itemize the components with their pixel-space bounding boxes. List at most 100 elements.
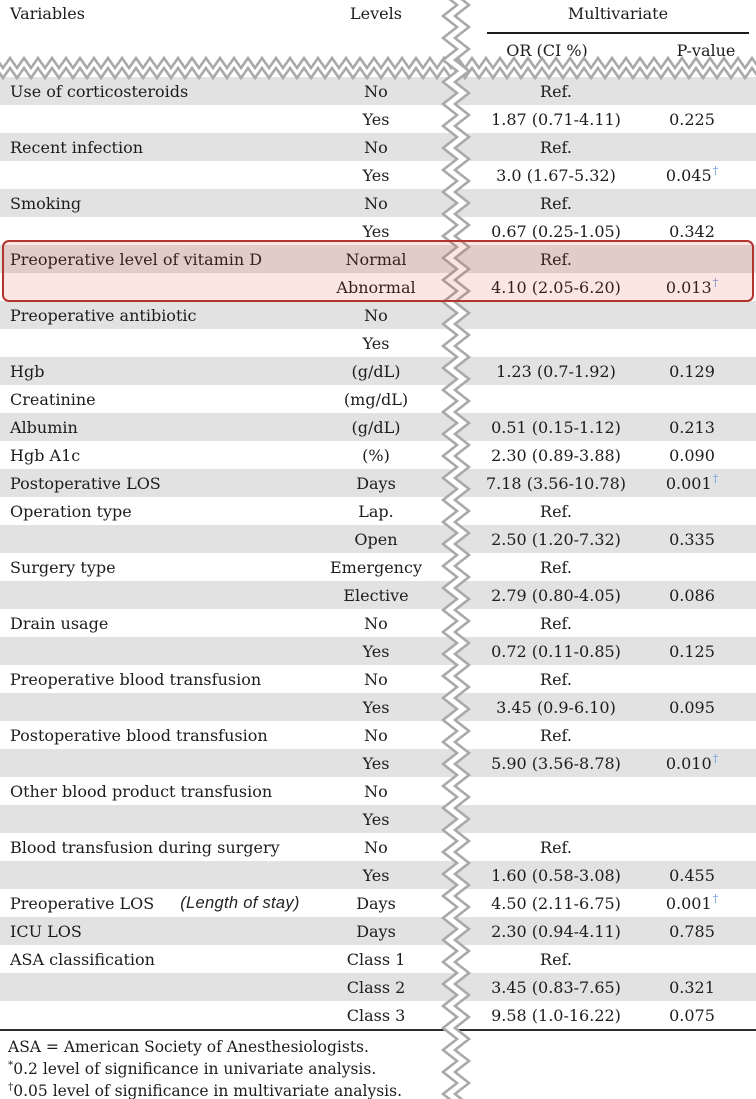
variable-cell: Blood transfusion during surgery [10,837,280,857]
table-row: Other blood product transfusion No [0,777,756,805]
table-row: Yes 1.60 (0.58-3.08) 0.455 [0,861,756,889]
level-cell: Lap. [358,501,394,521]
highlight-annotation-box [2,240,754,302]
or-ci-cell: Ref. [540,249,572,269]
level-cell: No [364,613,388,633]
or-ci-cell: 1.23 (0.7-1.92) [496,361,616,381]
variable-cell: Preoperative LOS (Length of stay) [10,893,300,913]
table-row: ICU LOS Days 2.30 (0.94-4.11) 0.785 [0,917,756,945]
header-levels: Levels [350,4,402,23]
p-value-cell: 0.125 [669,641,715,661]
table-row: Yes [0,329,756,357]
table-row: Hgb (g/dL) 1.23 (0.7-1.92) 0.129 [0,357,756,385]
table-row: Yes 5.90 (3.56-8.78) 0.010† [0,749,756,777]
footnotes: ASA = American Society of Anesthesiologi… [8,1036,528,1099]
variable-cell: Smoking [10,193,82,213]
level-cell: Emergency [330,557,422,577]
level-cell: Days [356,921,396,941]
significance-dagger: † [712,472,719,486]
multivariate-underline [487,32,749,34]
table-row: Yes [0,805,756,833]
level-cell: Elective [343,585,409,605]
or-ci-cell: 5.90 (3.56-8.78) [491,753,621,773]
table-row: Preoperative LOS (Length of stay) Days 4.50… [0,889,756,917]
or-ci-cell: Ref. [540,193,572,213]
variable-cell: ICU LOS [10,921,82,941]
or-ci-cell: Ref. [540,837,572,857]
table-row: Blood transfusion during surgery No Ref. [0,833,756,861]
footnote-line: †0.05 level of significance in multivari… [8,1080,403,1099]
or-ci-cell: Ref. [540,725,572,745]
level-cell: (mg/dL) [343,389,409,409]
level-cell: Class 3 [346,1005,406,1025]
variable-cell: Hgb A1c [10,445,81,465]
variable-cell: Drain usage [10,613,109,633]
significance-dagger: † [712,276,719,290]
variable-cell: Preoperative antibiotic [10,305,197,325]
p-value-cell: 0.075 [669,1005,715,1025]
p-value-cell: 0.321 [669,977,715,997]
or-ci-cell: 9.58 (1.0-16.22) [491,1005,621,1025]
table-row: Yes 3.45 (0.9-6.10) 0.095 [0,693,756,721]
or-ci-cell: 1.60 (0.58-3.08) [491,865,621,885]
table-row: Postoperative blood transfusion No Ref. [0,721,756,749]
significance-dagger: † [712,752,719,766]
level-cell: No [364,669,388,689]
variable-cell: Recent infection [10,137,144,157]
table-row: Operation type Lap. Ref. [0,497,756,525]
variable-cell: Operation type [10,501,132,521]
level-cell: (%) [362,445,390,465]
level-cell: No [364,305,388,325]
p-value-cell: 0.086 [669,585,715,605]
level-cell: (g/dL) [351,417,401,437]
or-ci-cell: 2.50 (1.20-7.32) [491,529,621,549]
or-ci-cell: 0.67 (0.25-1.05) [491,221,621,241]
or-ci-cell: 0.51 (0.15-1.12) [491,417,621,437]
footnote-line: ASA = American Society of Anesthesiologi… [8,1038,369,1056]
level-cell: Normal [345,249,407,269]
header-or-ci: OR (CI %) [506,41,588,60]
table-row: Preoperative antibiotic No [0,301,756,329]
variable-cell: Preoperative blood transfusion [10,669,262,689]
table-bottom-rule [0,1029,756,1031]
footnote-marker: * [8,1058,14,1071]
or-ci-cell: 2.30 (0.94-4.11) [491,921,621,941]
p-value-cell: 0.129 [669,361,715,381]
level-cell: Days [356,473,396,493]
table-row: Surgery type Emergency Ref. [0,553,756,581]
level-cell: Yes [362,109,390,129]
or-ci-cell: 3.45 (0.83-7.65) [491,977,621,997]
level-cell: No [364,193,388,213]
footnote-line: *0.2 level of significance in univariate… [8,1058,377,1078]
or-ci-cell: Ref. [540,949,572,969]
level-cell: Class 1 [346,949,406,969]
level-cell: No [364,837,388,857]
level-cell: Yes [362,809,390,829]
table-row: Elective 2.79 (0.80-4.05) 0.086 [0,581,756,609]
p-value-cell: 0.045† [665,164,719,185]
variable-cell: Postoperative LOS [10,473,161,493]
table-row: Yes 3.0 (1.67-5.32) 0.045† [0,161,756,189]
or-ci-cell: 7.18 (3.56-10.78) [485,473,627,493]
footnote-marker: † [8,1080,14,1093]
table-row: Recent infection No Ref. [0,133,756,161]
variable-cell: Preoperative level of vitamin D [10,249,263,269]
or-ci-cell: 3.45 (0.9-6.10) [496,697,616,717]
p-value-cell: 0.225 [669,109,715,129]
table-row: Hgb A1c (%) 2.30 (0.89-3.88) 0.090 [0,441,756,469]
length-of-stay-annotation: (Length of stay) [180,893,300,912]
p-value-cell: 0.010† [665,752,719,773]
level-cell: No [364,137,388,157]
significance-dagger: † [712,892,719,906]
table-row: Yes 1.87 (0.71-4.11) 0.225 [0,105,756,133]
level-cell: Abnormal [336,277,416,297]
or-ci-cell: 4.10 (2.05-6.20) [491,277,621,297]
table-row: Class 3 9.58 (1.0-16.22) 0.075 [0,1001,756,1029]
or-ci-cell: 2.79 (0.80-4.05) [491,585,621,605]
significance-dagger: † [712,164,719,178]
or-ci-cell: 0.72 (0.11-0.85) [491,641,621,661]
or-ci-cell: Ref. [540,501,572,521]
p-value-cell: 0.001† [665,472,719,493]
p-value-cell: 0.090 [669,445,715,465]
p-value-cell: 0.001† [665,892,719,913]
